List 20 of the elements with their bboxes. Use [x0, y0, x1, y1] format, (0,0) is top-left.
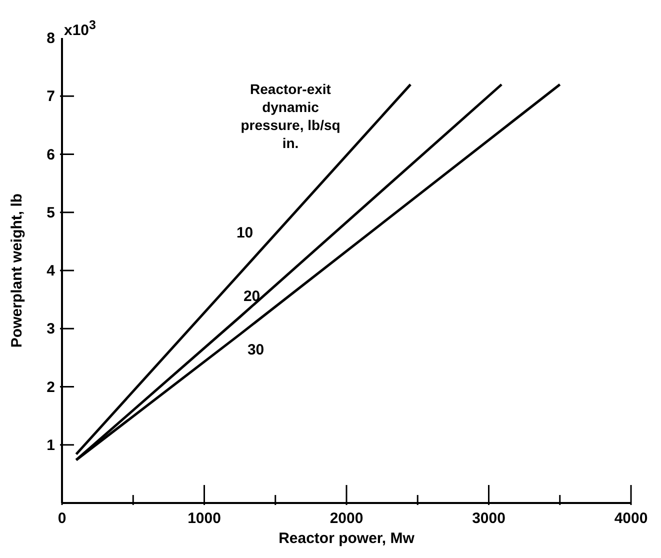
y-tick-label: 4: [46, 262, 56, 280]
y-tick-label: 3: [46, 320, 55, 338]
x-tick-label: 3000: [472, 510, 506, 527]
x-tick-label: 4000: [614, 510, 648, 527]
series-label: 20: [243, 288, 260, 305]
x-tick-label: 1000: [188, 510, 221, 527]
series-label: 30: [247, 341, 264, 358]
y-tick-label: 6: [46, 146, 55, 164]
x-tick-label: 0: [58, 510, 66, 527]
y-tick-label: 7: [46, 88, 55, 106]
y-tick-label: 1: [46, 436, 55, 454]
y-tick-label: 8: [46, 30, 55, 47]
y-axis-title: Powerplant weight, lb: [8, 193, 26, 348]
annotation: Reactor-exit dynamic pressure, lb/sq in.: [240, 80, 342, 152]
x-axis-title: Reactor power, Mw: [278, 530, 415, 547]
series-label: 10: [236, 224, 254, 242]
y-tick-label: 5: [46, 204, 55, 222]
x-tick-label: 2000: [330, 510, 364, 527]
y-tick-label: 2: [46, 378, 55, 396]
annotation: x10$^{3}$: [64, 17, 96, 40]
